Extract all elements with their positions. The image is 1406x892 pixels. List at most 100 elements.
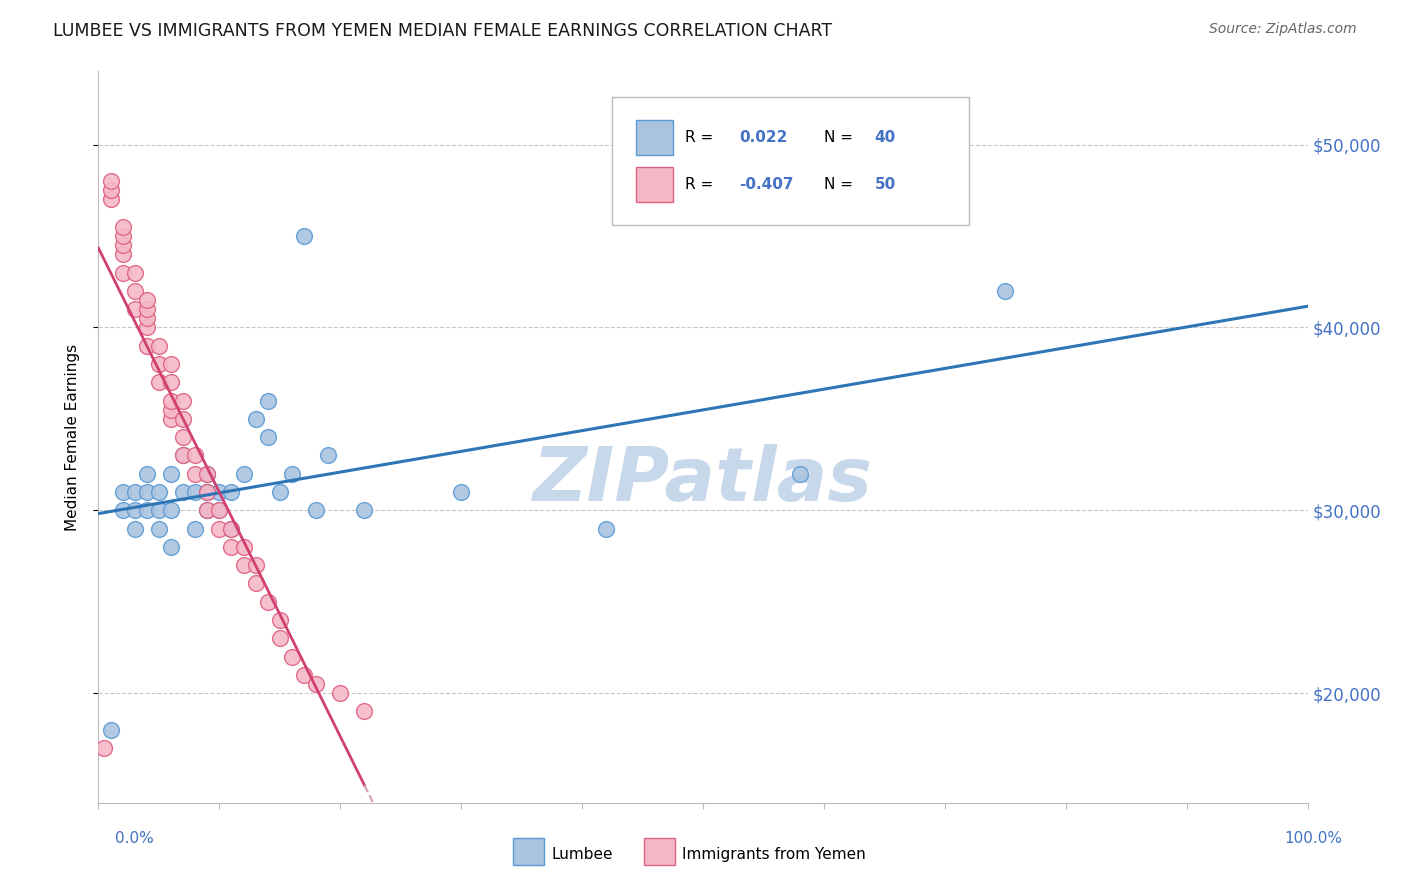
Point [111, 265, 134, 279]
Point [100, 183, 122, 197]
Point [232, 540, 254, 554]
Point [135, 484, 157, 499]
Text: N =: N = [824, 129, 853, 145]
Point [208, 484, 231, 499]
Point [184, 467, 207, 481]
Point [450, 484, 472, 499]
Point [208, 503, 231, 517]
Point [292, 228, 315, 243]
Point [245, 411, 267, 425]
Point [124, 301, 146, 317]
Text: 50: 50 [875, 178, 896, 193]
Bar [637, 167, 672, 202]
Point [256, 393, 278, 408]
Point [994, 284, 1017, 298]
Point [160, 540, 183, 554]
Point [160, 467, 183, 481]
Text: 100.0%: 100.0% [1285, 831, 1343, 847]
Text: N =: N = [824, 178, 853, 193]
Point [232, 558, 254, 573]
Point [135, 293, 157, 307]
Point [148, 357, 170, 371]
Point [221, 484, 243, 499]
Point [160, 393, 183, 408]
Point [100, 723, 122, 737]
Point [184, 484, 207, 499]
Point [184, 448, 207, 462]
Point [172, 393, 194, 408]
Point [353, 503, 375, 517]
Point [245, 576, 267, 591]
Bar [637, 120, 672, 154]
Point [208, 503, 231, 517]
Point [111, 238, 134, 252]
Point [256, 594, 278, 608]
Point [195, 484, 218, 499]
Point [305, 677, 328, 691]
Point [329, 686, 352, 700]
Point [135, 301, 157, 317]
Point [160, 357, 183, 371]
Point [172, 430, 194, 444]
Point [195, 503, 218, 517]
Text: -0.407: -0.407 [740, 178, 794, 193]
Point [100, 192, 122, 206]
Point [111, 503, 134, 517]
Point [111, 219, 134, 234]
Point [184, 521, 207, 535]
Point [148, 521, 170, 535]
Point [281, 467, 304, 481]
Point [135, 503, 157, 517]
Text: 0.022: 0.022 [740, 129, 787, 145]
Point [124, 265, 146, 279]
Point [353, 704, 375, 718]
Point [135, 338, 157, 352]
Text: R =: R = [685, 178, 713, 193]
Text: Source: ZipAtlas.com: Source: ZipAtlas.com [1209, 22, 1357, 37]
Point [292, 667, 315, 681]
Point [160, 411, 183, 425]
Text: 0.0%: 0.0% [115, 831, 155, 847]
Point [124, 284, 146, 298]
Point [111, 247, 134, 261]
Point [93, 740, 115, 755]
Text: 40: 40 [875, 129, 896, 145]
Point [195, 503, 218, 517]
Point [221, 521, 243, 535]
Point [195, 467, 218, 481]
Text: LUMBEE VS IMMIGRANTS FROM YEMEN MEDIAN FEMALE EARNINGS CORRELATION CHART: LUMBEE VS IMMIGRANTS FROM YEMEN MEDIAN F… [53, 22, 832, 40]
Text: ZIPatlas: ZIPatlas [533, 444, 873, 517]
Point [172, 448, 194, 462]
Point [172, 411, 194, 425]
Point [160, 503, 183, 517]
Point [172, 448, 194, 462]
Point [111, 484, 134, 499]
Point [148, 503, 170, 517]
Point [595, 521, 617, 535]
Text: R =: R = [685, 129, 713, 145]
Point [269, 631, 291, 645]
FancyBboxPatch shape [613, 97, 969, 225]
Point [305, 503, 328, 517]
Point [269, 484, 291, 499]
Point [135, 467, 157, 481]
Point [148, 338, 170, 352]
Point [111, 228, 134, 243]
Point [316, 448, 339, 462]
Point [256, 430, 278, 444]
Point [195, 484, 218, 499]
Point [135, 320, 157, 334]
Point [789, 467, 811, 481]
Text: Immigrants from Yemen: Immigrants from Yemen [682, 847, 866, 862]
Point [135, 311, 157, 326]
Point [172, 484, 194, 499]
Point [124, 521, 146, 535]
Point [148, 375, 170, 389]
Y-axis label: Median Female Earnings: Median Female Earnings [65, 343, 80, 531]
Point [160, 402, 183, 417]
Point [160, 375, 183, 389]
Point [195, 467, 218, 481]
Point [124, 484, 146, 499]
Point [221, 540, 243, 554]
Point [208, 521, 231, 535]
